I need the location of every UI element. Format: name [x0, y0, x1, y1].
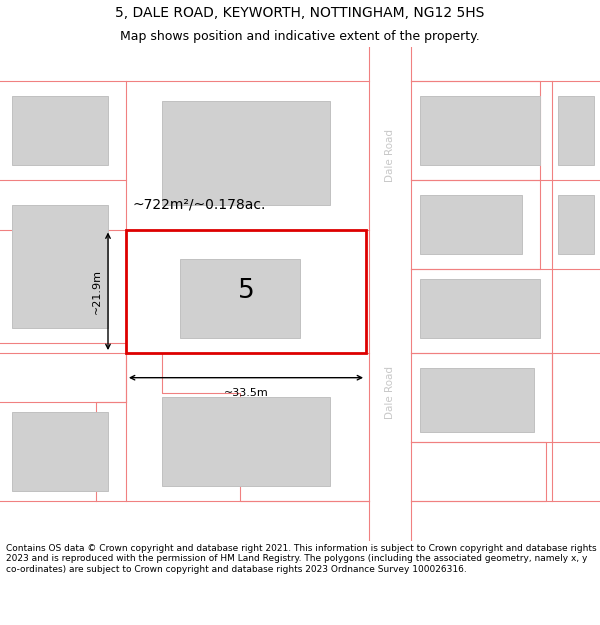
- Text: ~33.5m: ~33.5m: [224, 388, 268, 398]
- Bar: [180, 259, 300, 338]
- Text: ~722m²/~0.178ac.: ~722m²/~0.178ac.: [132, 198, 265, 212]
- Text: Contains OS data © Crown copyright and database right 2021. This information is : Contains OS data © Crown copyright and d…: [6, 544, 596, 574]
- Bar: [420, 195, 522, 254]
- Bar: [558, 96, 594, 166]
- Text: 5: 5: [238, 278, 254, 304]
- Text: Dale Road: Dale Road: [385, 129, 395, 182]
- Bar: [420, 368, 534, 432]
- Bar: [162, 101, 330, 205]
- Bar: [192, 234, 312, 299]
- Bar: [420, 96, 540, 166]
- Bar: [12, 205, 108, 328]
- Bar: [126, 229, 366, 353]
- Bar: [12, 412, 108, 491]
- Bar: [369, 47, 411, 541]
- Bar: [558, 195, 594, 254]
- Text: Dale Road: Dale Road: [385, 366, 395, 419]
- Bar: [162, 398, 330, 486]
- Text: Map shows position and indicative extent of the property.: Map shows position and indicative extent…: [120, 30, 480, 43]
- Text: ~21.9m: ~21.9m: [92, 269, 102, 314]
- Bar: [12, 96, 108, 166]
- Text: 5, DALE ROAD, KEYWORTH, NOTTINGHAM, NG12 5HS: 5, DALE ROAD, KEYWORTH, NOTTINGHAM, NG12…: [115, 6, 485, 20]
- Bar: [420, 279, 540, 338]
